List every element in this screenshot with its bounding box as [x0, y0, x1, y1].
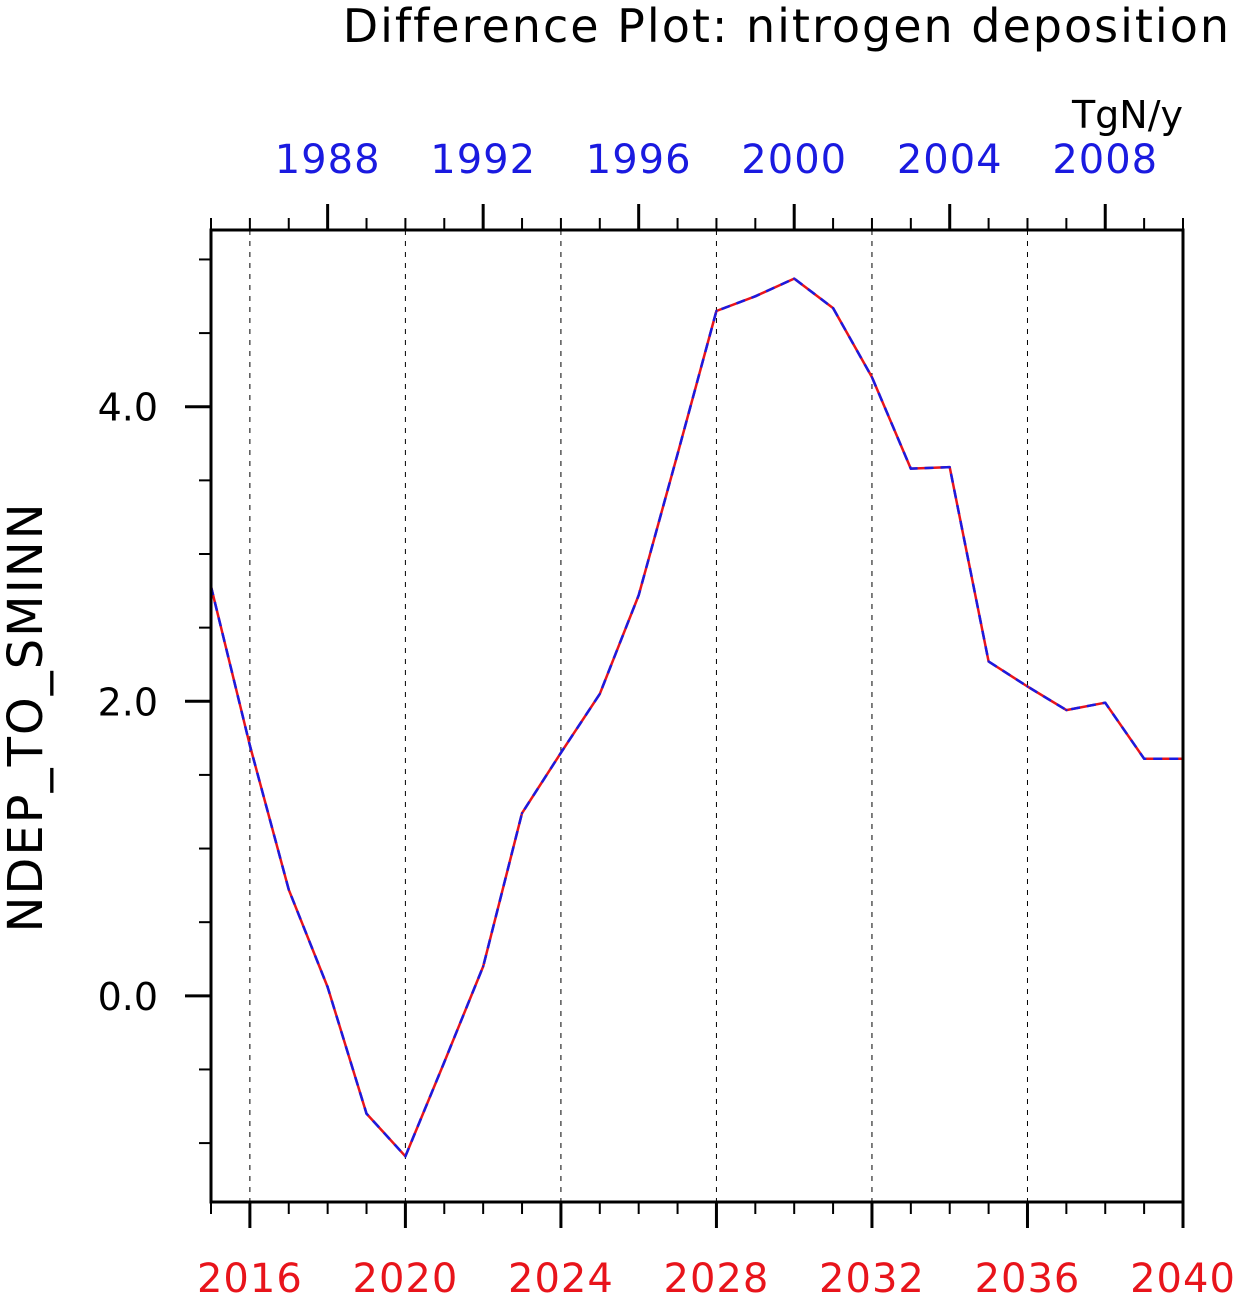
plot-frame	[209, 228, 1185, 1204]
data-point	[870, 376, 874, 379]
data-point	[443, 1060, 446, 1064]
data-point	[326, 985, 329, 989]
data-point	[404, 1155, 407, 1158]
y-tick-label: 2.0	[98, 680, 158, 724]
data-point	[287, 888, 290, 891]
data-point	[598, 692, 601, 696]
x-top-tick-label: 1996	[586, 137, 692, 183]
data-point	[831, 306, 835, 310]
data-point	[676, 452, 679, 456]
x-bottom-tick-label: 2016	[197, 1256, 303, 1293]
x-top-tick-label: 1992	[430, 137, 536, 183]
x-top-tick-label: 2008	[1052, 137, 1158, 183]
data-point	[481, 965, 485, 968]
data-point	[793, 277, 796, 280]
units-label: TgN/y	[1071, 93, 1183, 137]
data-point	[559, 751, 563, 755]
y-tick-label: 0.0	[98, 975, 158, 1019]
series-line-solid	[209, 277, 1183, 1158]
data-point	[754, 295, 757, 298]
grid-lines	[249, 230, 1028, 1202]
data-point	[715, 309, 718, 313]
x-bottom-tick-label: 2032	[819, 1256, 925, 1293]
data-point	[1026, 685, 1029, 688]
data-point	[248, 744, 252, 747]
x-bottom-tick-label: 2036	[975, 1256, 1081, 1293]
chart-title: Difference Plot: nitrogen deposition	[343, 0, 1231, 53]
x-bottom-tick-label: 2024	[508, 1256, 614, 1293]
data-point	[1065, 708, 1068, 712]
data-point	[520, 812, 524, 815]
tick-labels: 2016 2020 2024 2028 2032 2036 2040 1988 1992 1996…	[98, 137, 1236, 1293]
data-point	[987, 660, 990, 663]
x-top-tick-label: 2000	[741, 137, 847, 183]
data-point	[1142, 757, 1146, 760]
x-bottom-tick-label: 2020	[353, 1256, 459, 1293]
x-top-tick-label: 1988	[275, 137, 381, 183]
x-top-tick-label: 2004	[897, 137, 1003, 183]
series-line-dashed	[209, 277, 1183, 1158]
data-point	[1104, 701, 1107, 704]
data-point	[909, 467, 913, 470]
x-bottom-tick-label: 2040	[1130, 1256, 1236, 1293]
data-point	[365, 1112, 368, 1115]
data-point	[948, 465, 951, 469]
x-bottom-tick-label: 2028	[664, 1256, 770, 1293]
y-axis-label: NDEP_TO_SMINN	[0, 501, 54, 932]
series-layer	[209, 277, 1185, 1158]
axis-ticks	[185, 204, 1185, 1228]
y-tick-label: 4.0	[98, 386, 158, 430]
data-point	[637, 594, 640, 597]
